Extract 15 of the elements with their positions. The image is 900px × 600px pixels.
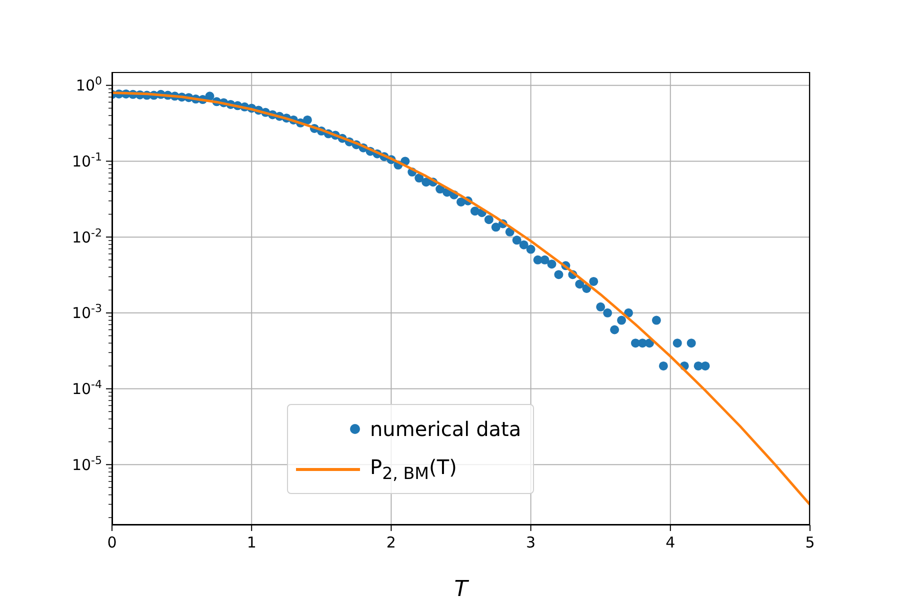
y-tick-label: 10$^{-3}$ xyxy=(72,302,102,322)
x-tick-label: 2 xyxy=(386,534,396,552)
legend-label: P$_{2, BM}$(T) xyxy=(370,455,457,483)
legend-label: numerical data xyxy=(370,417,522,441)
x-tick-label: 1 xyxy=(246,534,256,552)
x-tick-label: 4 xyxy=(666,534,676,552)
y-tick-label: 10$^{-4}$ xyxy=(72,378,102,398)
x-tick-label: 5 xyxy=(805,534,815,552)
x-tick-label: 3 xyxy=(526,534,536,552)
y-tick-label: 10$^{-5}$ xyxy=(72,453,102,474)
x-tick-label: 0 xyxy=(107,534,117,552)
x-axis-title: T xyxy=(454,577,470,600)
y-tick-label: 10$^{-1}$ xyxy=(72,150,102,170)
y-tick-label: 10$^{0}$ xyxy=(76,74,102,95)
y-tick-label: 10$^{-2}$ xyxy=(72,226,102,246)
